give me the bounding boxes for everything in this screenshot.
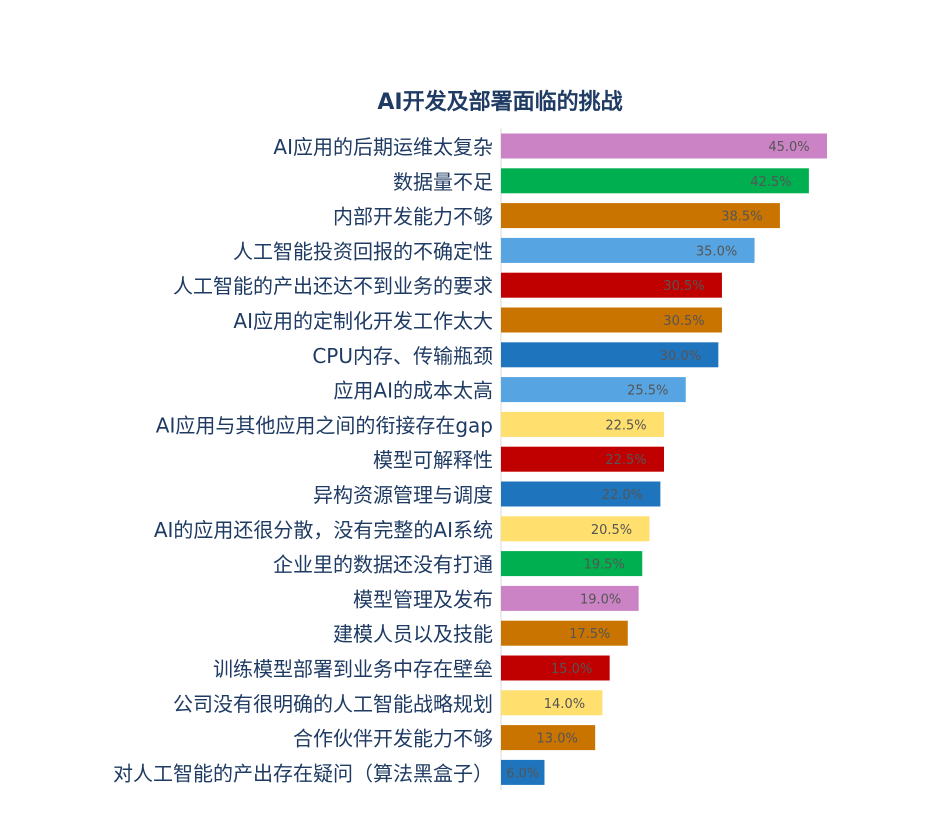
value-label: 19.5% [584,558,625,573]
value-label: 45.0% [768,140,809,155]
category-label: 公司没有很明确的人工智能战略规划 [173,692,493,716]
value-label: 22.5% [605,418,646,433]
bar [501,272,722,298]
category-label: 对人工智能的产出存在疑问（算法黑盒子） [113,761,493,785]
bar [501,481,661,507]
bar [501,411,664,437]
bar [501,585,639,611]
category-label: 内部开发能力不够 [333,205,493,229]
bar [501,133,827,159]
value-label: 42.5% [750,175,791,190]
category-label: 数据量不足 [393,170,493,194]
bar [501,446,664,472]
category-label: 异构资源管理与调度 [313,483,493,507]
value-label: 15.0% [551,662,592,677]
bar [501,307,722,333]
bar [501,342,719,368]
category-label: CPU内存、传输瓶颈 [312,344,493,368]
category-label: 人工智能投资回报的不确定性 [233,239,493,263]
bar [501,620,628,646]
category-label: 人工智能的产出还达不到业务的要求 [173,274,493,298]
category-label: 合作伙伴开发能力不够 [293,727,493,751]
bar [501,377,686,403]
value-label: 22.0% [602,488,643,503]
value-label: 22.5% [605,453,646,468]
category-label: 应用AI的成本太高 [333,379,493,403]
bar [501,725,596,751]
category-label: 训练模型部署到业务中存在壁垒 [213,657,493,681]
value-label: 14.0% [544,697,585,712]
category-label: AI应用的后期运维太复杂 [273,135,493,159]
value-label: 35.0% [696,244,737,259]
category-label: AI应用与其他应用之间的衔接存在gap [156,413,493,437]
category-label: 模型可解释性 [373,448,493,472]
bar [501,655,610,681]
value-label: 30.0% [660,349,701,364]
bar [501,237,755,263]
category-label: 建模人员以及技能 [333,622,493,646]
category-label: AI的应用还很分散，没有完整的AI系统 [154,518,493,542]
category-label: 企业里的数据还没有打通 [273,553,493,577]
value-label: 20.5% [591,523,632,538]
category-label: AI应用的定制化开发工作太大 [233,309,493,333]
value-label: 38.5% [721,210,762,225]
bar [501,759,545,785]
value-label: 30.5% [663,314,704,329]
value-label: 25.5% [627,384,668,399]
value-label: 19.0% [580,592,621,607]
category-label: 模型管理及发布 [353,587,493,611]
bar [501,551,643,577]
value-label: 30.5% [663,279,704,294]
chart-title: AI开发及部署面临的挑战 [377,90,623,115]
value-label: 6.0% [506,766,539,781]
value-label: 17.5% [569,627,610,642]
value-label: 13.0% [537,732,578,747]
bar [501,516,650,542]
bar [501,203,780,229]
bar [501,690,603,716]
bar [501,168,809,194]
